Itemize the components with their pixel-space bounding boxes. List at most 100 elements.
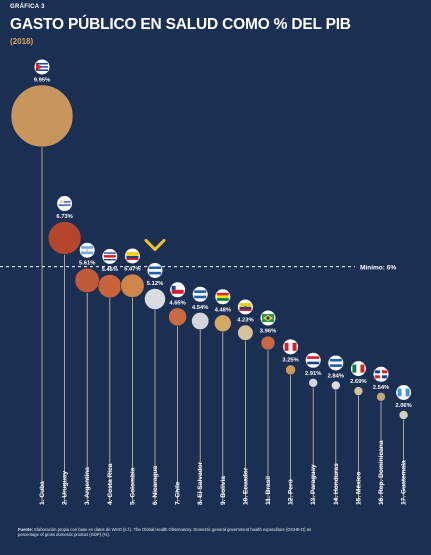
flag-part [171,285,184,290]
flag-part [103,252,116,254]
flag-part [307,356,320,359]
flag-part [397,388,402,397]
flag-costa-rica-icon [102,248,118,264]
flag-argentina-icon [79,242,95,258]
flag-part [375,370,387,379]
flag-brasil-icon [260,310,276,326]
value-label: 2.84% [328,373,344,379]
category-label: 7. Chile [175,481,182,505]
bubble [330,380,341,391]
flag-part [329,361,342,365]
flag-part [307,358,320,362]
category-label: 16. Rep. Dominicana [378,440,385,505]
bubble [144,288,166,310]
flag-part [103,253,116,256]
flag-bolivia-icon [215,289,231,305]
flag-part [103,257,116,260]
value-label: 5.61% [79,261,95,267]
category-label: 1. Cuba [39,481,46,505]
bubble [353,386,364,396]
value-label: 5.47% [124,267,140,273]
flag-part [59,200,63,203]
category-label: 17. Guatemala [401,460,408,505]
value-label: 2.54% [373,385,389,391]
chart-kicker: GRÁFICA 3 [10,4,45,10]
bubble [120,273,145,298]
flag-part [375,375,380,379]
flag-part [266,316,270,320]
category-label: 8. El Salvador [197,461,204,505]
category-label: 5. Colombia [129,467,136,505]
bubble [191,312,210,331]
chart-source: Fuente: Elaboración propia con base en d… [18,527,318,537]
category-label: 13. Paraguay [310,464,317,505]
flag-part [239,303,252,308]
flag-part [194,290,207,293]
flag-peru-icon [283,339,299,355]
value-label: 4.23% [237,318,253,324]
category-label: 4. Costa Rica [107,463,114,505]
flag-part [36,69,48,71]
flag-part [216,295,229,299]
flag-part [149,269,161,272]
flag-colombia-icon [124,248,140,264]
bubble [285,364,296,376]
flag-mexico-icon [350,361,366,377]
flag-paraguay-icon [305,352,321,368]
flag-part [126,252,139,257]
flag-part [352,364,357,373]
flag-part [382,370,387,374]
bubble [213,314,232,333]
flag-part [194,292,207,296]
flag-part [216,292,229,296]
category-label: 15. México [355,472,362,505]
flag-part [36,64,48,67]
bubble [97,274,122,299]
flag-part [356,364,361,373]
value-label: 6.73% [56,214,72,220]
bubble [260,335,276,351]
flag-part [36,67,48,70]
chart-title: GASTO PÚBLICO EN SALUD COMO % DEL PIB [10,16,351,33]
flag-part [86,249,89,252]
value-label: 3.96% [260,329,276,335]
category-label: 11. Brasil [265,476,272,505]
arrow-down-icon [144,238,166,251]
flag-part [103,255,116,258]
bubble [398,410,409,420]
flag-chile-icon [170,282,186,298]
flag-part [36,66,48,68]
flag-ecuador-icon [237,299,253,315]
flag-part [58,204,71,206]
flag-part [126,258,139,261]
source-text: Elaboración propia con base en datos de … [18,527,312,538]
flag-part [375,370,380,374]
flag-part [81,251,94,255]
flag-part [292,342,297,351]
flag-part [307,361,320,365]
bubble [237,324,254,341]
category-label: 6. Nicaragua [152,465,159,505]
flag-part [284,342,289,351]
flag-part [58,202,71,205]
flag-part [36,62,42,71]
flag-part [239,309,252,312]
flag-part [149,271,161,275]
flag-part [216,298,229,301]
flag-part [126,256,139,259]
flag-part [149,266,161,270]
flag-part [382,375,387,379]
flag-cuba-icon [34,59,50,75]
flag-part [58,199,71,202]
category-label: 12. Perú [288,479,295,505]
flag-part [81,246,94,249]
value-label: 2.69% [350,379,366,385]
bubble [168,307,187,327]
value-label: 2.06% [395,403,411,409]
flag-guatemala-icon [396,385,412,400]
flag-part [405,388,410,397]
category-label: 14. Honduras [333,463,340,505]
bubble [10,84,74,148]
flag-uruguay-icon [57,196,73,212]
